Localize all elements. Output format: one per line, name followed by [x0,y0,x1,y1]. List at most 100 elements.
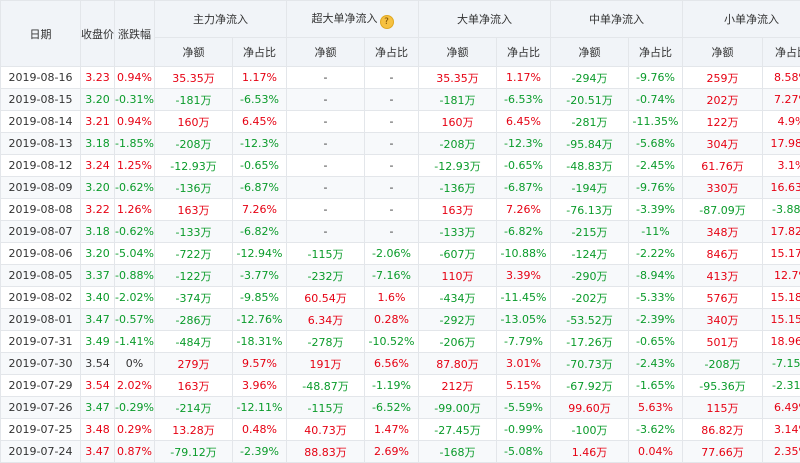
cell-small-ratio: 2.35% [763,441,800,463]
cell-main-net: 163万 [155,199,233,221]
cell-super-ratio: -7.16% [365,265,419,287]
cell-small-net: 304万 [683,133,763,155]
header-medium-net[interactable]: 净额 [551,38,629,67]
cell-super-net: -115万 [287,243,365,265]
cell-main-ratio: -12.94% [233,243,287,265]
cell-date: 2019-08-02 [1,287,81,309]
cell-date: 2019-08-07 [1,221,81,243]
cell-date: 2019-08-12 [1,155,81,177]
cell-super-net: - [287,133,365,155]
cell-super-ratio: - [365,89,419,111]
cell-date: 2019-07-31 [1,331,81,353]
cell-large-ratio: -12.3% [497,133,551,155]
cell-medium-net: -202万 [551,287,629,309]
cell-super-net: - [287,155,365,177]
header-large-net[interactable]: 净额 [419,38,497,67]
cell-super-ratio: 0.28% [365,309,419,331]
cell-small-net: 348万 [683,221,763,243]
header-super-net[interactable]: 净额 [287,38,365,67]
help-icon[interactable]: ? [380,15,394,29]
cell-super-ratio: 1.47% [365,419,419,441]
header-medium-ratio[interactable]: 净占比 [629,38,683,67]
header-change[interactable]: 涨跌幅 [115,1,155,67]
cell-large-ratio: -11.45% [497,287,551,309]
cell-main-ratio: 7.26% [233,199,287,221]
header-close[interactable]: 收盘价 [81,1,115,67]
cell-medium-ratio: -2.43% [629,353,683,375]
cell-small-net: 340万 [683,309,763,331]
cell-super-net: - [287,89,365,111]
cell-medium-ratio: -5.68% [629,133,683,155]
cell-change: 0.94% [115,67,155,89]
cell-main-net: 163万 [155,375,233,397]
cell-small-ratio: 4.9% [763,111,800,133]
cell-change: 0.29% [115,419,155,441]
cell-medium-net: -53.52万 [551,309,629,331]
cell-change: -2.02% [115,287,155,309]
header-main-ratio[interactable]: 净占比 [233,38,287,67]
cell-medium-ratio: -8.94% [629,265,683,287]
cell-medium-ratio: -2.39% [629,309,683,331]
header-main-net[interactable]: 净额 [155,38,233,67]
cell-super-ratio: - [365,111,419,133]
cell-small-ratio: 7.27% [763,89,800,111]
cell-large-net: -12.93万 [419,155,497,177]
cell-large-ratio: 5.15% [497,375,551,397]
cell-main-net: -214万 [155,397,233,419]
cell-medium-ratio: -2.45% [629,155,683,177]
cell-small-net: 202万 [683,89,763,111]
cell-super-ratio: -1.19% [365,375,419,397]
cell-large-net: -99.00万 [419,397,497,419]
cell-main-net: -484万 [155,331,233,353]
header-super-ratio[interactable]: 净占比 [365,38,419,67]
cell-small-net: 576万 [683,287,763,309]
cell-medium-ratio: -0.65% [629,331,683,353]
cell-small-ratio: 3.1% [763,155,800,177]
cell-main-net: -722万 [155,243,233,265]
cell-medium-net: -20.51万 [551,89,629,111]
cell-medium-ratio: -5.33% [629,287,683,309]
cell-change: -1.41% [115,331,155,353]
header-small-ratio[interactable]: 净占比 [763,38,800,67]
cell-super-ratio: 6.56% [365,353,419,375]
header-medium-inflow: 中单净流入 [551,1,683,38]
header-large-ratio[interactable]: 净占比 [497,38,551,67]
cell-main-net: 160万 [155,111,233,133]
cell-medium-net: -194万 [551,177,629,199]
cell-main-ratio: -12.11% [233,397,287,419]
cell-large-ratio: -5.59% [497,397,551,419]
header-small-net[interactable]: 净额 [683,38,763,67]
cell-medium-net: -290万 [551,265,629,287]
cell-main-ratio: -6.87% [233,177,287,199]
cell-super-ratio: - [365,67,419,89]
cell-small-ratio: 17.98% [763,133,800,155]
cell-small-net: 846万 [683,243,763,265]
cell-main-ratio: 3.96% [233,375,287,397]
cell-main-net: -208万 [155,133,233,155]
header-date[interactable]: 日期 [1,1,81,67]
cell-close: 3.47 [81,441,115,463]
cell-large-net: 35.35万 [419,67,497,89]
cell-close: 3.20 [81,243,115,265]
cell-date: 2019-07-29 [1,375,81,397]
cell-small-net: -87.09万 [683,199,763,221]
cell-date: 2019-08-13 [1,133,81,155]
cell-main-net: -133万 [155,221,233,243]
cell-small-ratio: 18.96% [763,331,800,353]
cell-large-net: -181万 [419,89,497,111]
cell-large-ratio: -0.65% [497,155,551,177]
cell-main-net: 35.35万 [155,67,233,89]
cell-small-ratio: -2.31% [763,375,800,397]
cell-super-ratio: - [365,199,419,221]
cell-small-net: 77.66万 [683,441,763,463]
cell-small-ratio: 8.58% [763,67,800,89]
cell-large-ratio: 6.45% [497,111,551,133]
cell-date: 2019-08-16 [1,67,81,89]
cell-main-ratio: -6.53% [233,89,287,111]
cell-main-ratio: 0.48% [233,419,287,441]
